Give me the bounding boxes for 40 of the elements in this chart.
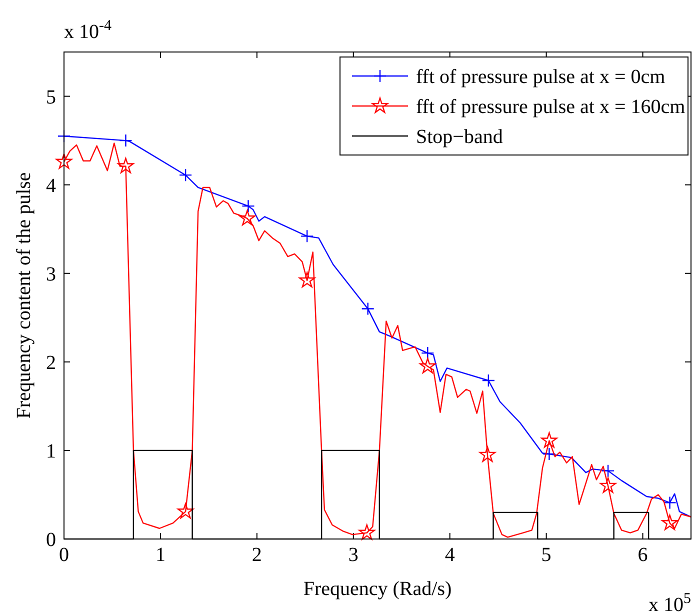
point xyxy=(541,432,558,448)
legend-label: Stop−band xyxy=(416,126,503,148)
point xyxy=(601,464,615,478)
point xyxy=(542,447,556,461)
y-tick-label: 3 xyxy=(46,263,56,286)
text: x 10$^{-4}$ xyxy=(64,18,112,43)
point xyxy=(662,514,678,530)
x-tick-label: 3 xyxy=(348,544,358,566)
point xyxy=(482,374,496,388)
x-tick-label: 6 xyxy=(638,544,648,566)
x-tick-label: 2 xyxy=(252,544,262,566)
x-tick-label: 1 xyxy=(155,544,166,566)
x-tick-label: 5 xyxy=(541,544,552,566)
point xyxy=(421,346,434,360)
y-tick-label: 1 xyxy=(46,440,56,462)
point xyxy=(177,503,194,519)
legend-label: fft of pressure pulse at x = 0cm xyxy=(416,66,666,88)
point xyxy=(56,153,72,169)
point xyxy=(600,477,616,493)
point xyxy=(479,446,496,462)
point xyxy=(242,199,255,213)
y-tick-label: 4 xyxy=(46,174,56,197)
text: x 10$^{5}$ xyxy=(648,591,691,613)
point xyxy=(358,524,375,540)
y-tick-label: 2 xyxy=(46,352,56,374)
point xyxy=(118,158,134,174)
point xyxy=(298,272,316,288)
y-tick-label: 0 xyxy=(46,529,56,551)
point xyxy=(300,230,314,243)
y-tick-label: 5 xyxy=(46,86,56,108)
point xyxy=(420,358,436,374)
point xyxy=(178,168,192,182)
legend-label: fft of pressure pulse at x = 160cm xyxy=(416,96,686,118)
x-tick-label: 4 xyxy=(444,544,455,566)
point xyxy=(361,302,374,316)
point xyxy=(663,496,676,510)
y-axis-title: Frequency content of the pulse xyxy=(13,172,35,419)
x-axis-title: Frequency (Rad/s) xyxy=(303,578,452,600)
point xyxy=(239,210,256,226)
point xyxy=(119,134,132,148)
